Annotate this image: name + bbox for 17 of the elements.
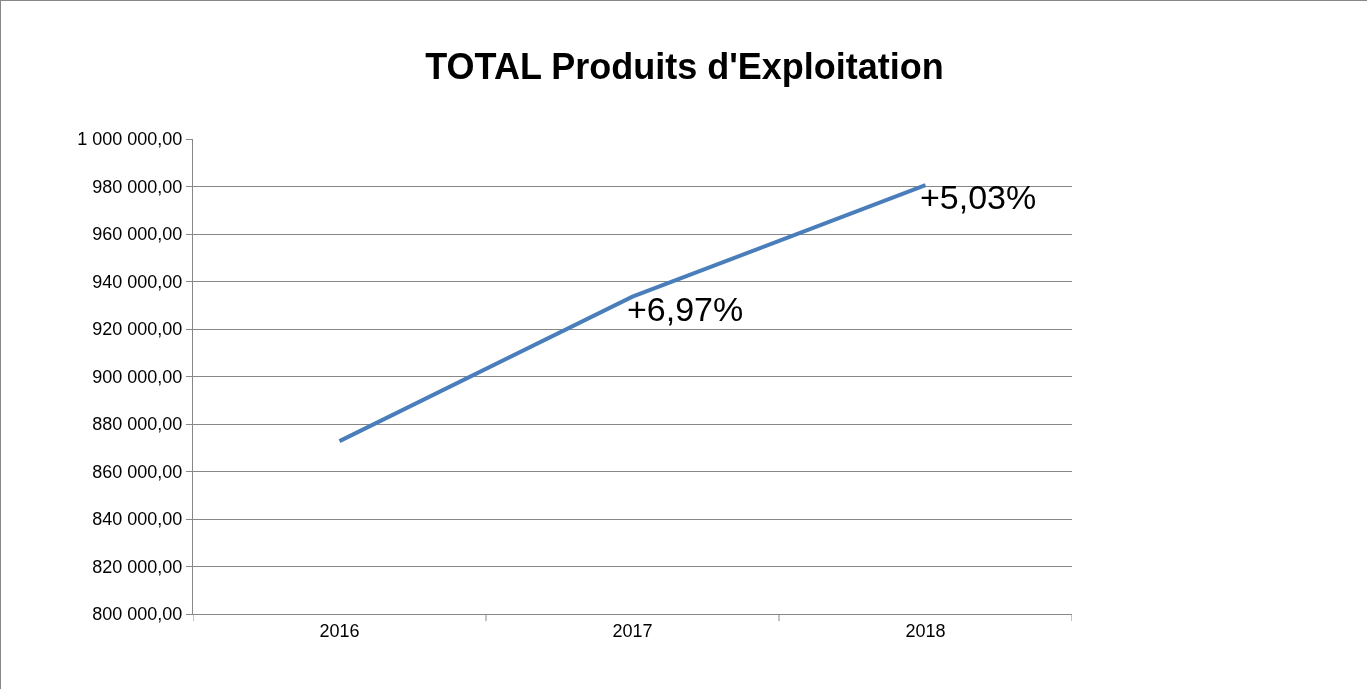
x-tick-label: 2016: [319, 620, 360, 641]
x-tick-label: 2018: [905, 620, 946, 641]
y-tick-label: 980 000,00: [92, 176, 183, 197]
annotation: +5,03%: [920, 178, 1037, 216]
y-tick-label: 800 000,00: [92, 604, 183, 625]
chart-title: TOTAL Produits d'Exploitation: [425, 46, 944, 88]
y-tick-label: 900 000,00: [92, 366, 183, 387]
y-tick-label: 940 000,00: [92, 271, 183, 292]
annotation: +6,97%: [627, 290, 744, 328]
y-tick-label: 1 000 000,00: [77, 129, 183, 150]
y-tick-label: 860 000,00: [92, 461, 183, 482]
y-tick-label: 820 000,00: [92, 556, 183, 577]
y-tick-label: 880 000,00: [92, 414, 183, 435]
x-tick-label: 2017: [612, 620, 653, 641]
y-tick-label: 840 000,00: [92, 509, 183, 530]
y-tick-label: 960 000,00: [92, 224, 183, 245]
y-tick-label: 920 000,00: [92, 319, 183, 340]
